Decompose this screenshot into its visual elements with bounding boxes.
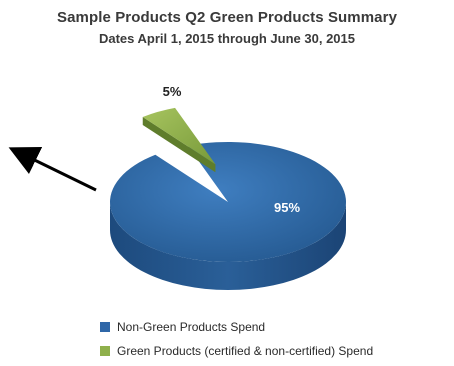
legend-swatch — [100, 346, 110, 356]
legend-item-2: Green Products (certified & non-certifie… — [100, 342, 373, 360]
chart-title: Sample Products Q2 Green Products Summar… — [56, 9, 398, 26]
pie-slice-2 — [142, 107, 216, 173]
pie-chart: 95% 5% — [8, 84, 347, 290]
legend-swatch — [100, 322, 110, 332]
pie-slice-1 — [110, 141, 347, 290]
legend-item-1: Non-Green Products Spend — [100, 318, 373, 336]
legend: Non-Green Products Spend Green Products (… — [100, 318, 373, 366]
chart-subtitle: Dates April 1, 2015 through June 30, 201… — [98, 31, 355, 46]
pie-labels: 95% 5% — [163, 84, 301, 215]
pie-slice-label-2: 5% — [163, 84, 182, 99]
pie-slice-label-1: 95% — [274, 200, 300, 215]
arrow-icon — [8, 147, 97, 192]
legend-label: Green Products (certified & non-certifie… — [117, 344, 374, 358]
legend-label: Non-Green Products Spend — [117, 320, 266, 334]
pie-slices — [110, 107, 347, 290]
